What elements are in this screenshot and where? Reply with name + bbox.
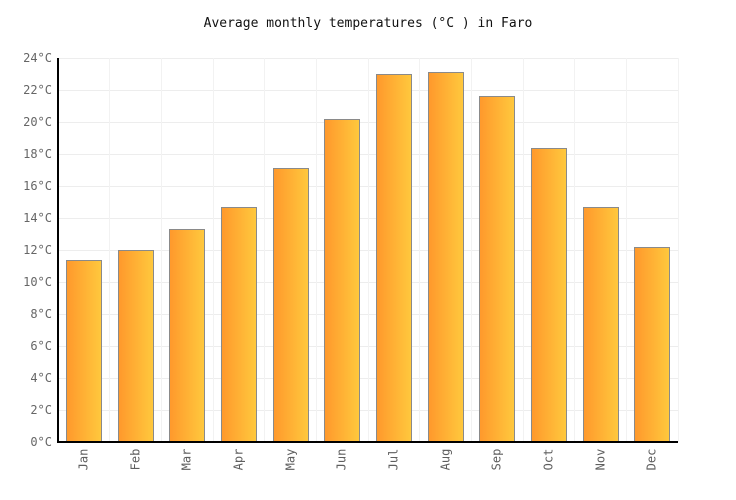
y-axis-tick-label: 4°C — [30, 371, 52, 385]
y-axis-tick-label: 16°C — [23, 179, 52, 193]
chart-title: Average monthly temperatures (°C ) in Fa… — [203, 16, 533, 31]
gridline-vertical — [419, 58, 421, 442]
x-axis-label-feb: Feb — [128, 448, 142, 471]
temperature-bar-oct[interactable] — [530, 147, 567, 442]
gridline-vertical — [315, 58, 317, 442]
gridline-vertical — [367, 58, 369, 442]
gridline-vertical — [160, 58, 162, 442]
y-axis-tick-label: 10°C — [23, 275, 52, 289]
x-axis-label-dec: Dec — [644, 448, 659, 471]
temperature-bar-jul[interactable] — [375, 74, 412, 442]
x-axis-label-sep: Sep — [489, 448, 504, 471]
gridline-vertical — [574, 58, 576, 442]
temperature-bar-sep[interactable] — [479, 96, 516, 442]
gridline-vertical — [522, 58, 524, 442]
y-axis-tick-label: 22°C — [23, 83, 52, 97]
y-axis-tick-label: 0°C — [30, 435, 52, 449]
x-axis-label-aug: Aug — [438, 448, 452, 471]
x-axis-label-jun: Jun — [334, 448, 349, 471]
y-axis-tick-label: 18°C — [23, 147, 52, 161]
gridline-vertical — [470, 58, 472, 442]
y-axis-tick-label: 12°C — [23, 243, 52, 257]
gridline-vertical — [625, 58, 627, 442]
y-axis-tick-label: 14°C — [23, 211, 52, 225]
gridline-vertical — [677, 58, 679, 442]
x-axis-label-mar: Mar — [179, 448, 194, 471]
temperature-bar-jan[interactable] — [65, 259, 102, 442]
temperature-bar-mar[interactable] — [169, 229, 206, 442]
gridline-vertical — [212, 58, 214, 442]
y-axis-tick-label: 24°C — [23, 51, 52, 65]
gridline-vertical — [264, 58, 266, 442]
x-axis-label-apr: Apr — [231, 448, 246, 471]
temperature-bar-jun[interactable] — [324, 118, 361, 442]
y-axis-line — [57, 58, 59, 443]
temperature-bar-may[interactable] — [272, 168, 309, 442]
x-axis-label-may: May — [283, 448, 297, 471]
y-axis-tick-label: 20°C — [23, 115, 52, 129]
x-axis-label-jul: Jul — [386, 448, 401, 471]
gridline-vertical — [109, 58, 111, 442]
x-axis-label-nov: Nov — [593, 448, 607, 471]
temperature-bar-aug[interactable] — [427, 72, 464, 442]
y-axis-tick-label: 2°C — [30, 403, 52, 417]
temperature-bar-nov[interactable] — [582, 206, 619, 442]
y-axis-tick-label: 8°C — [30, 307, 52, 321]
y-axis-tick-label: 6°C — [30, 339, 52, 353]
temperature-bar-dec[interactable] — [634, 246, 671, 442]
x-axis-label-oct: Oct — [541, 448, 556, 471]
temperature-bar-apr[interactable] — [220, 206, 257, 442]
temperature-bar-feb[interactable] — [117, 250, 154, 442]
x-axis-line — [57, 441, 678, 443]
x-axis-label-jan: Jan — [76, 448, 91, 471]
